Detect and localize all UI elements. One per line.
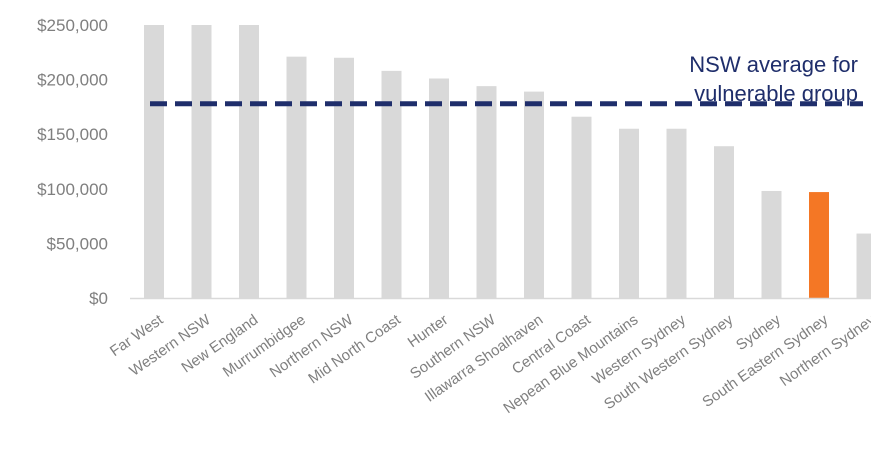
bar [761, 190, 782, 298]
y-tick-label: $250,000 [37, 16, 108, 35]
bar [381, 70, 402, 298]
x-category-label: Western NSW [126, 311, 214, 380]
bar [476, 86, 497, 298]
y-tick-label: $50,000 [47, 234, 108, 253]
bar [571, 116, 592, 298]
nsw-average-label-line: NSW average for [689, 52, 858, 77]
y-tick-label: $150,000 [37, 125, 108, 144]
bar [334, 57, 354, 299]
bar [286, 56, 307, 298]
bars [144, 25, 871, 299]
y-axis: $0 $50,000 $100,000 $150,000 $200,000 $250,00… [37, 16, 108, 308]
bar [144, 25, 164, 298]
y-tick-label: $100,000 [37, 180, 108, 199]
y-tick-label: $200,000 [37, 71, 108, 90]
bar [191, 25, 212, 298]
bar [619, 128, 639, 298]
y-tick-label: $0 [89, 289, 108, 308]
nsw-average-annotation: NSW average for vulnerable group [689, 52, 858, 106]
bar [239, 25, 259, 298]
bar [524, 91, 544, 298]
bar [429, 78, 449, 299]
bar-highlighted [809, 192, 829, 298]
bar [714, 146, 734, 298]
bar [666, 128, 687, 298]
nsw-average-label-line: vulnerable group [694, 81, 858, 106]
bar [856, 233, 871, 298]
